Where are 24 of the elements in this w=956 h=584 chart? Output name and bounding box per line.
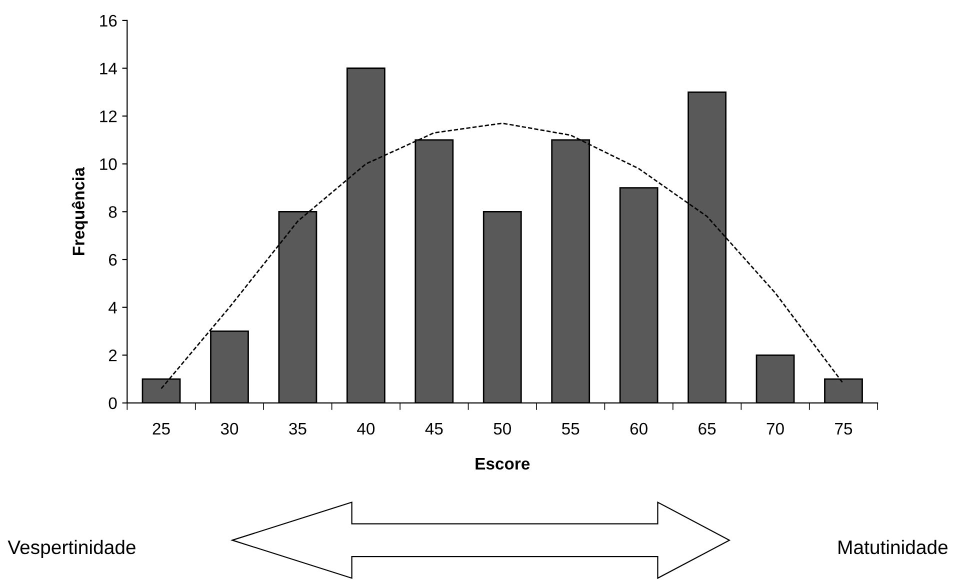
y-tick-label: 4 — [108, 302, 117, 314]
x-tick-label: 40 — [357, 422, 375, 435]
y-tick-label: 0 — [108, 397, 117, 410]
y-tick-label: 6 — [109, 254, 117, 266]
x-tick-label: 55 — [562, 423, 580, 435]
y-tick-label: 10 — [100, 158, 117, 170]
y-tick-label: 12 — [100, 110, 117, 122]
x-tick-label: 25 — [152, 422, 170, 435]
x-tick-label: 70 — [766, 422, 784, 435]
x-tick-label: 35 — [289, 422, 306, 435]
y-tick-label: 16 — [100, 14, 117, 27]
x-tick-label: 65 — [698, 422, 716, 435]
y-tick-label: 2 — [108, 350, 117, 362]
x-tick-label: 50 — [494, 422, 511, 435]
y-tick-label: 8 — [108, 206, 117, 218]
x-tick-label: 30 — [220, 422, 238, 435]
text: Matutinidade — [838, 540, 948, 554]
x-tick-label: 45 — [425, 423, 443, 435]
y-tick-label: 14 — [100, 62, 117, 74]
text: Vespertinidade — [8, 540, 136, 558]
y-axis-title: Frequência — [72, 167, 88, 256]
x-tick-label: 75 — [835, 423, 852, 435]
x-tick-label: 60 — [630, 422, 648, 435]
x-axis-title: Escore — [476, 458, 530, 470]
